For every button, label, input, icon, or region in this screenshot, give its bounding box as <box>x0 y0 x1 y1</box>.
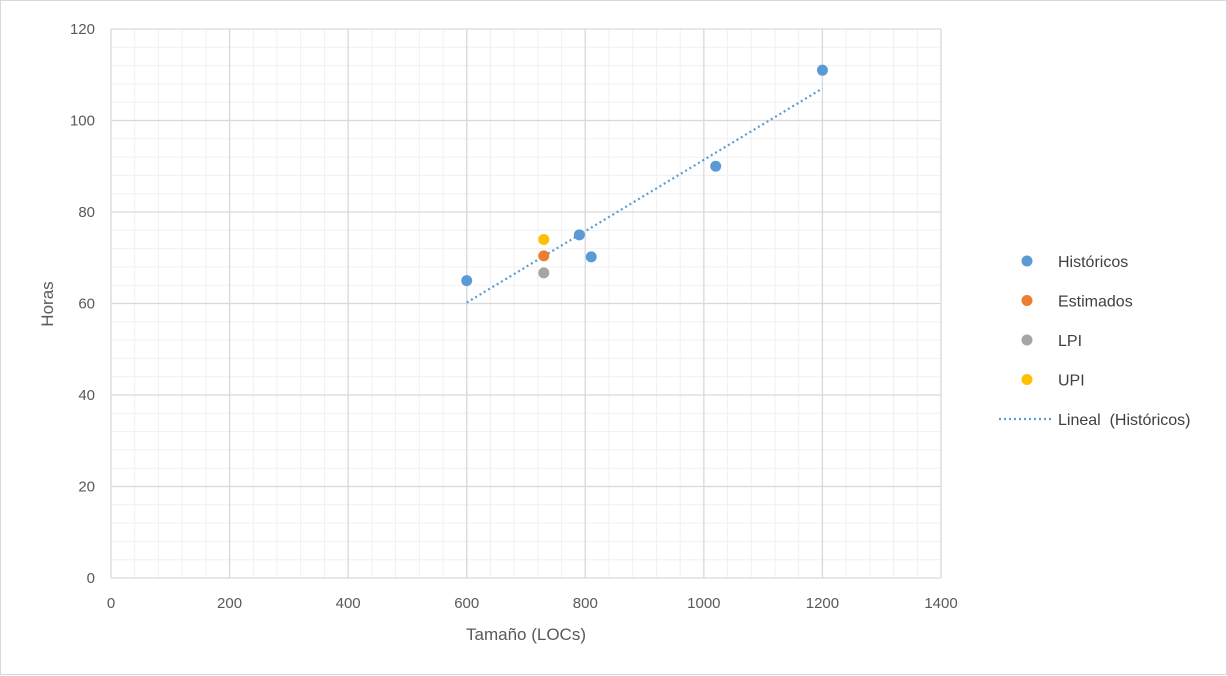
x-tick-label: 800 <box>573 595 598 612</box>
y-tick-label: 80 <box>78 204 95 221</box>
x-tick-label: 200 <box>217 595 242 612</box>
legend-marker <box>1021 255 1033 267</box>
legend-label: Históricos <box>1058 254 1128 271</box>
data-points <box>461 64 828 287</box>
y-tick-label: 40 <box>78 387 95 404</box>
major-gridlines <box>110 28 942 579</box>
trendline-historicos <box>466 87 823 304</box>
y-tick-label: 60 <box>78 296 95 313</box>
data-point <box>461 275 473 287</box>
x-tick-label: 400 <box>336 595 361 612</box>
legend-label: Estimados <box>1058 294 1133 311</box>
x-tick-label: 600 <box>454 595 479 612</box>
legend-label: UPI <box>1058 373 1085 390</box>
data-point <box>816 64 828 76</box>
x-axis-ticks: 0 200 400 600 800 1000 1200 1400 <box>107 595 958 612</box>
x-tick-label: 0 <box>107 595 115 612</box>
legend-marker <box>1021 374 1033 385</box>
x-tick-label: 1400 <box>924 595 957 612</box>
legend: Históricos Estimados LPI UPI Lineal (Históri… <box>999 254 1190 429</box>
x-tick-label: 1200 <box>806 595 839 612</box>
trendline-layer <box>466 87 823 304</box>
data-point <box>710 160 722 172</box>
y-tick-label: 100 <box>70 113 95 130</box>
data-point <box>538 250 550 262</box>
x-tick-label: 1000 <box>687 595 720 612</box>
legend-label: Lineal (Históricos) <box>1058 412 1190 429</box>
y-axis-ticks: 0 20 40 60 80 100 120 <box>70 21 95 587</box>
data-point <box>573 229 585 241</box>
y-tick-label: 0 <box>87 570 95 587</box>
legend-marker <box>1021 295 1033 306</box>
data-point <box>585 251 597 263</box>
x-axis-title: Tamaño (LOCs) <box>466 625 586 644</box>
y-tick-label: 20 <box>78 479 95 496</box>
legend-label: LPI <box>1058 333 1082 350</box>
legend-marker <box>1021 334 1033 346</box>
y-axis-title: Horas <box>38 281 57 326</box>
data-point <box>538 267 550 279</box>
y-tick-label: 120 <box>70 21 95 38</box>
data-point <box>538 233 550 245</box>
